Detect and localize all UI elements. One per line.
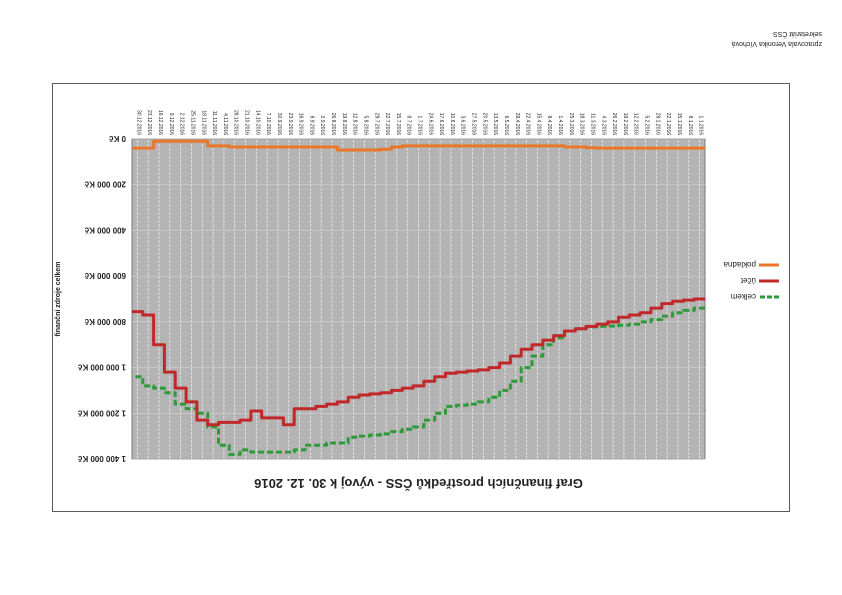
y-tick-label: 200 000 Kč [84,180,126,189]
axes: 0 Kč 200 000 Kč 400 000 Kč 600 000 Kč 800 00… [77,110,703,463]
x-tick-label: 1.7.2016 [417,116,423,136]
y-tick-label: 1 000 000 Kč [77,363,126,372]
x-tick-label: 11.3.2016 [590,113,596,135]
x-tick-label: 19.8.2016 [341,113,347,135]
x-tick-label: 22.7.2016 [384,113,390,135]
x-tick-label: 27.5.2016 [471,113,477,135]
x-tick-label: 9.9.2016 [308,116,314,136]
x-tick-label: 4.11.2016 [222,113,228,135]
x-tick-label: 8.4.2016 [546,115,552,135]
x-tick-label: 26.8.2016 [330,113,336,135]
x-tick-label: 15.4.2016 [535,113,541,135]
y-tick-label: 0 Kč [109,134,126,143]
x-tick-label: 12.8.2016 [352,113,358,135]
y-axis-label: finanční zdroje celkem [55,261,62,336]
credit-author: zpracovala Veronika Víchová [731,40,822,47]
x-tick-label: 30.12.2016 [135,110,141,135]
x-tick-label: 29.4.2016 [514,113,520,135]
x-tick-label: 29.7.2016 [373,113,379,135]
chart-frame: 0 Kč 200 000 Kč 400 000 Kč 600 000 Kč 800 00… [52,83,790,512]
x-tick-label: 6.5.2016 [503,116,509,136]
x-tick-label: 15.7.2016 [395,113,401,135]
x-tick-label: 25.3.2016 [568,113,574,135]
credit-office: sekretariát ČSS [772,30,822,37]
x-tick-label: 7.10.2016 [265,113,271,135]
x-tick-label: 8.1.2016 [687,116,693,136]
y-tick-label: 1 200 000 Kč [77,408,126,417]
chart-title: Graf finančních prostředků ČSS - vývoj k… [254,476,583,491]
x-tick-label: 19.2.2016 [622,113,628,135]
y-tick-label: 1 400 000 Kč [77,454,126,463]
x-tick-label: 26.2.2016 [611,113,617,135]
x-tick-label: 22.1.2016 [665,113,671,135]
x-tick-label: 2.12.2016 [179,113,185,135]
y-tick-label: 800 000 Kč [84,317,126,326]
x-tick-label: 5.8.2016 [362,115,368,135]
x-tick-label: 23.12.2016 [146,110,152,135]
x-tick-label: 14.10.2016 [254,110,260,135]
legend-label: pokladna [723,260,756,269]
x-tick-label: 23.9.2016 [287,113,293,135]
x-tick-label: 18.11.2016 [200,110,206,135]
y-tick-label: 600 000 Kč [84,271,126,280]
x-tick-label: 25.11.2016 [190,110,196,135]
x-tick-label: 20.5.2016 [481,113,487,135]
series-line-1 [132,306,705,456]
x-tick-label: 15.1.2016 [676,113,682,135]
x-tick-label: 28.10.2016 [233,110,239,135]
series-line-3 [132,139,705,152]
x-tick-label: 10.6.2016 [449,113,455,135]
gridlines [132,138,705,460]
y-tick-label: 400 000 Kč [84,225,126,234]
series-line-2 [132,297,705,427]
x-tick-label: 29.1.2016 [654,113,660,135]
x-tick-label: 16.12.2016 [157,110,163,135]
x-tick-label: 12.2.2016 [633,113,639,135]
legend-label: účet [740,276,756,285]
x-tick-label: 16.9.2016 [298,113,304,135]
x-tick-label: 11.11.2016 [211,111,217,136]
x-tick-label: 13.5.2016 [492,113,498,135]
x-tick-label: 1.4.2016 [557,115,563,135]
series-lines [132,139,705,456]
x-tick-label: 17.6.2016 [438,113,444,135]
x-tick-label: 2.9.2016 [319,116,325,136]
x-tick-label: 22.4.2016 [525,113,531,135]
x-tick-label: 3.6.2016 [460,115,466,135]
x-tick-label: 18.3.2016 [579,113,585,135]
x-tick-label: 9.12.2016 [168,113,174,135]
x-tick-label: 8.7.2016 [406,116,412,136]
x-tick-label: 1.1.2016 [698,116,704,136]
x-tick-label: 30.9.2016 [276,113,282,135]
chart-svg: 0 Kč 200 000 Kč 400 000 Kč 600 000 Kč 800 00… [55,110,779,491]
x-tick-label: 21.10.2016 [244,110,250,135]
legend: celkem účet pokladna [723,260,779,301]
x-tick-label: 24.6.2016 [427,113,433,135]
x-tick-label: 5.2.2016 [644,115,650,135]
legend-label: celkem [730,292,756,301]
x-tick-label: 4.3.2016 [600,116,606,136]
